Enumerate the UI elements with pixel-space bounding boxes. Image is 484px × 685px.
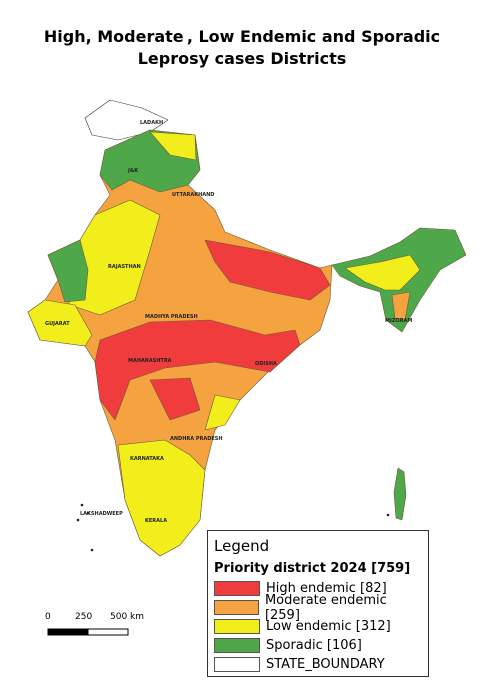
legend-subtitle: Priority district 2024 [759]: [214, 561, 411, 576]
scale-bar: [47, 628, 89, 636]
region: [94, 319, 301, 421]
island: [76, 518, 80, 522]
legend: Legend Priority district 2024 [759] High…: [207, 530, 429, 677]
region: [84, 99, 169, 141]
legend-label: Sporadic [106]: [266, 638, 362, 653]
state-label: LADAKH: [140, 120, 163, 126]
state-label: KARNATAKA: [130, 456, 164, 462]
legend-label: STATE_BOUNDARY: [266, 657, 385, 672]
legend-swatch: [214, 600, 259, 615]
region: [47, 239, 89, 303]
islands: [76, 503, 390, 552]
scale-bar: [87, 628, 129, 636]
legend-entry: High endemic [82]: [214, 579, 422, 598]
island: [90, 548, 94, 552]
scale-label: 250: [75, 612, 93, 622]
scale-label: 500 km: [110, 612, 145, 622]
region: [204, 394, 241, 431]
state-label: GUJARAT: [45, 321, 70, 327]
state-label: J&K: [127, 168, 139, 174]
legend-swatch: [214, 581, 260, 596]
island: [386, 513, 390, 517]
legend-label: High endemic [82]: [266, 581, 387, 596]
island: [86, 511, 90, 515]
legend-label: Moderate endemic [259]: [264, 592, 387, 623]
state-label: MADHYA PRADESH: [145, 314, 198, 320]
legend-entry: STATE_BOUNDARY: [214, 655, 422, 674]
legend-entries: High endemic [82] Moderate endemic [259] L…: [214, 579, 422, 674]
scale-label: 0: [45, 612, 51, 622]
state-label: LAKSHADWEEP: [80, 511, 123, 517]
state-label: KERALA: [145, 518, 167, 524]
title-line: High, Moderate , Low Endemic and Sporadi…: [43, 27, 441, 46]
region: [344, 254, 421, 291]
state-label: MAHARASHTRA: [128, 358, 172, 364]
region: [391, 291, 411, 321]
legend-swatch: [214, 657, 260, 672]
state-label: RAJASTHAN: [108, 264, 141, 270]
island: [393, 467, 407, 521]
region: [117, 439, 206, 557]
state-label: MIZORAM: [385, 318, 412, 324]
legend-entry: Moderate endemic [259]: [214, 593, 422, 623]
region: [149, 131, 197, 161]
legend-label: Low endemic [312]: [266, 619, 391, 634]
title: High, Moderate , Low Endemic and Sporadi…: [0, 26, 484, 70]
state-label: ANDHRA PRADESH: [170, 436, 223, 442]
island: [80, 503, 84, 507]
state-label: UTTARAKHAND: [172, 192, 214, 198]
legend-swatch: [214, 638, 260, 653]
state-label: ODISHA: [255, 361, 277, 367]
legend-swatch: [214, 619, 260, 634]
region: [149, 377, 201, 421]
legend-title: Legend: [214, 537, 270, 555]
legend-entry: Sporadic [106]: [214, 636, 422, 655]
legend-entry: Low endemic [312]: [214, 617, 422, 636]
title-line: Leprosy cases Districts: [137, 49, 347, 68]
region: [27, 299, 93, 347]
region: [204, 239, 331, 301]
